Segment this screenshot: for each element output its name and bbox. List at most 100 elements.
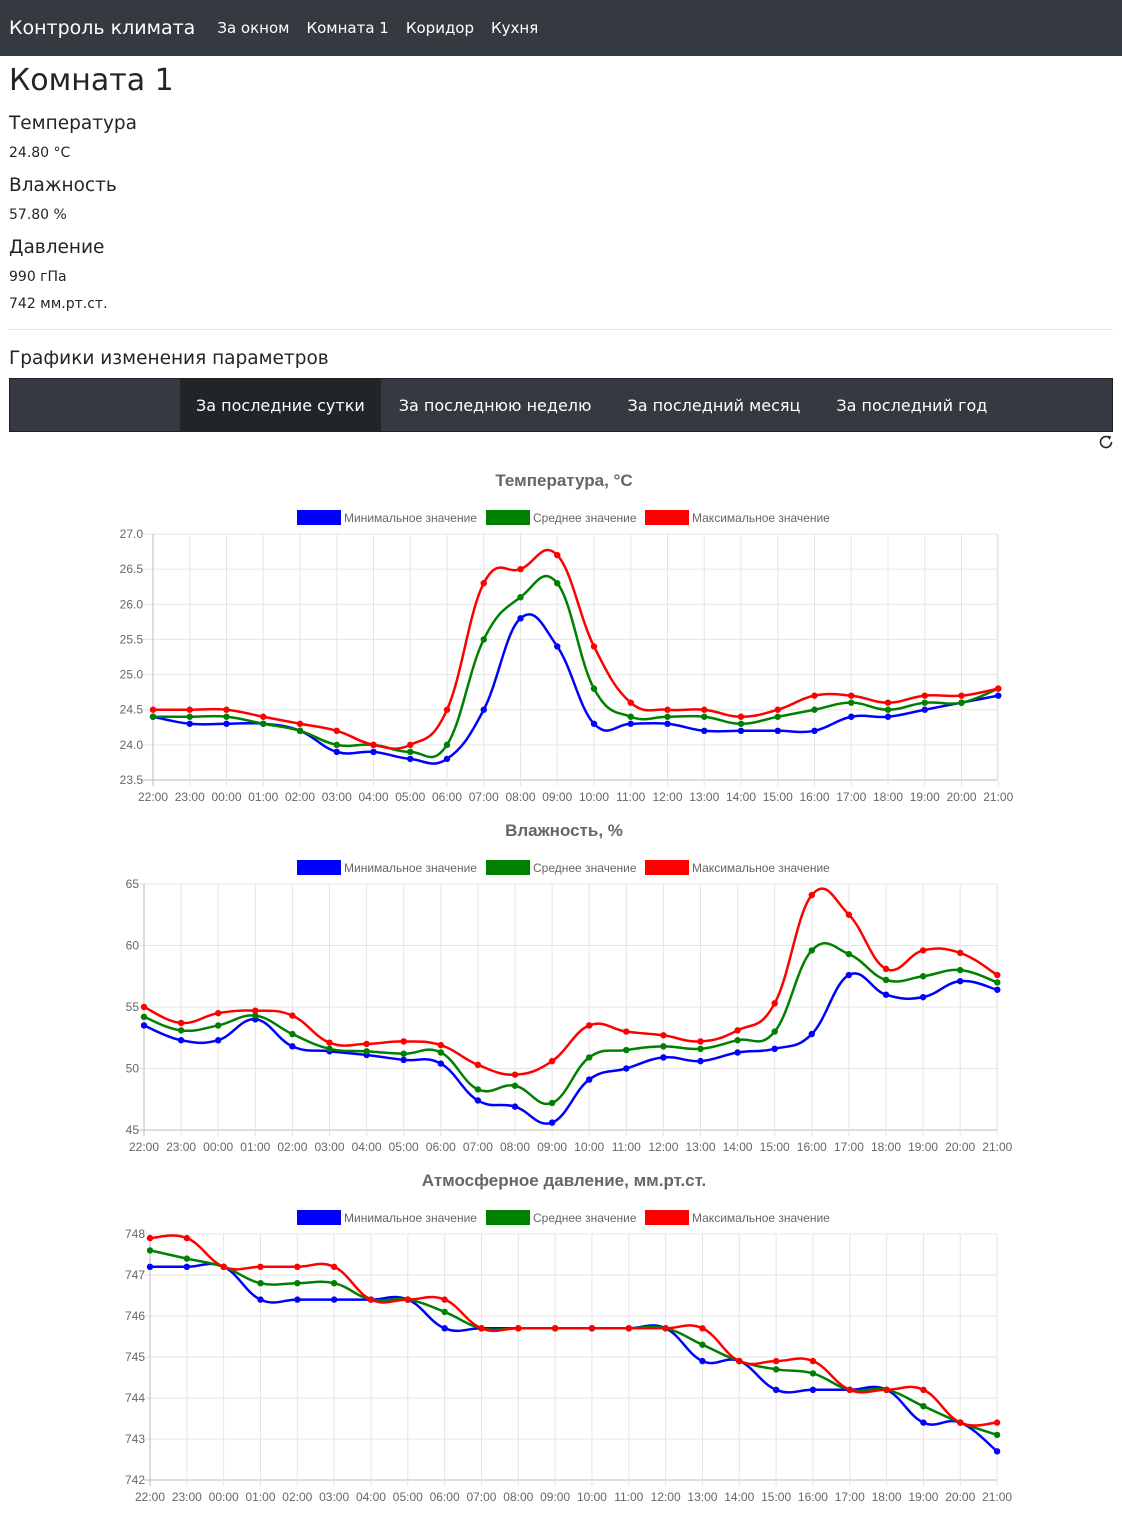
pressure-data-point-max[interactable] [478, 1325, 485, 1332]
temperature-data-point-avg[interactable] [480, 636, 487, 643]
pressure-data-point-avg[interactable] [699, 1341, 706, 1348]
humidity-data-point-min[interactable] [548, 1119, 556, 1126]
pressure-data-point-max[interactable] [625, 1325, 632, 1332]
pressure-data-point-max[interactable] [257, 1263, 264, 1270]
humidity-data-point-max[interactable] [140, 1003, 148, 1011]
temperature-data-point-avg[interactable] [223, 713, 230, 720]
temperature-data-point-max[interactable] [260, 713, 267, 720]
humidity-data-point-max[interactable] [623, 1028, 630, 1035]
pressure-data-point-min[interactable] [699, 1357, 706, 1365]
humidity-data-point-max[interactable] [548, 1057, 556, 1065]
humidity-data-point-max[interactable] [697, 1038, 704, 1045]
humidity-data-point-avg[interactable] [882, 976, 890, 984]
temperature-data-point-avg[interactable] [921, 699, 928, 706]
temperature-data-point-min[interactable] [186, 720, 193, 727]
pressure-data-point-max[interactable] [404, 1296, 412, 1303]
pressure-data-point-max[interactable] [183, 1234, 191, 1242]
temperature-data-point-avg[interactable] [260, 720, 267, 727]
humidity-data-point-min[interactable] [623, 1065, 630, 1072]
humidity-legend-max[interactable]: Максимальное значение [645, 860, 830, 875]
humidity-data-point-min[interactable] [437, 1060, 444, 1067]
temperature-data-point-max[interactable] [554, 551, 561, 559]
temperature-data-point-max[interactable] [223, 706, 230, 713]
tab-last-day[interactable]: За последние сутки [180, 379, 381, 431]
humidity-data-point-max[interactable] [919, 947, 927, 954]
pressure-data-point-max[interactable] [662, 1325, 669, 1332]
temperature-data-point-max[interactable] [517, 565, 524, 573]
pressure-data-point-max[interactable] [957, 1419, 964, 1426]
temperature-data-point-min[interactable] [517, 615, 524, 622]
temperature-data-point-max[interactable] [590, 643, 598, 650]
pressure-data-point-max[interactable] [772, 1357, 780, 1365]
temperature-data-point-avg[interactable] [407, 748, 414, 756]
pressure-data-point-max[interactable] [883, 1386, 890, 1393]
pressure-data-point-min[interactable] [330, 1296, 338, 1303]
humidity-legend-avg[interactable]: Среднее значение [486, 860, 637, 875]
nav-link-outside[interactable]: За окном [217, 19, 290, 37]
temperature-data-point-avg[interactable] [443, 741, 451, 749]
humidity-data-point-min[interactable] [919, 993, 927, 1001]
humidity-data-point-avg[interactable] [548, 1099, 556, 1107]
humidity-data-point-avg[interactable] [623, 1046, 630, 1054]
humidity-data-point-avg[interactable] [660, 1043, 667, 1050]
humidity-data-point-max[interactable] [808, 891, 815, 899]
humidity-data-point-min[interactable] [177, 1037, 185, 1044]
temperature-data-point-max[interactable] [848, 692, 855, 699]
pressure-data-point-max[interactable] [294, 1263, 301, 1270]
pressure-data-point-avg[interactable] [183, 1255, 191, 1262]
temperature-data-point-min[interactable] [737, 727, 745, 734]
humidity-data-point-avg[interactable] [326, 1045, 333, 1053]
temperature-data-point-max[interactable] [627, 699, 634, 706]
temperature-data-point-max[interactable] [884, 699, 892, 706]
humidity-data-point-max[interactable] [252, 1007, 259, 1014]
humidity-data-point-min[interactable] [474, 1097, 482, 1104]
pressure-data-point-avg[interactable] [920, 1403, 927, 1410]
temperature-data-point-min[interactable] [921, 706, 928, 713]
humidity-data-point-max[interactable] [437, 1041, 444, 1049]
temperature-data-point-max[interactable] [995, 685, 1002, 692]
temperature-data-point-avg[interactable] [186, 713, 193, 720]
humidity-data-point-min[interactable] [140, 1022, 148, 1029]
humidity-data-point-min[interactable] [734, 1049, 741, 1056]
pressure-data-point-max[interactable] [551, 1325, 559, 1332]
humidity-data-point-max[interactable] [400, 1038, 407, 1045]
temperature-data-point-min[interactable] [333, 748, 340, 756]
temperature-data-point-min[interactable] [223, 720, 230, 727]
humidity-data-point-avg[interactable] [363, 1048, 370, 1055]
humidity-data-point-max[interactable] [474, 1061, 482, 1069]
temperature-data-point-avg[interactable] [774, 713, 781, 720]
humidity-data-point-max[interactable] [845, 911, 853, 918]
humidity-data-point-max[interactable] [734, 1027, 741, 1034]
humidity-data-point-avg[interactable] [734, 1037, 741, 1044]
temperature-data-point-min[interactable] [590, 720, 598, 727]
temperature-data-point-min[interactable] [848, 713, 855, 720]
humidity-data-point-min[interactable] [697, 1057, 704, 1065]
pressure-data-point-max[interactable] [993, 1419, 1001, 1426]
temperature-data-point-min[interactable] [443, 755, 451, 763]
temperature-data-point-max[interactable] [664, 706, 671, 713]
temperature-legend-min[interactable]: Минимальное значение [297, 510, 477, 525]
humidity-data-point-max[interactable] [957, 949, 964, 957]
humidity-data-point-min[interactable] [882, 991, 890, 998]
pressure-data-point-max[interactable] [515, 1325, 522, 1332]
temperature-data-point-max[interactable] [370, 741, 377, 749]
refresh-icon[interactable] [1096, 432, 1116, 452]
humidity-data-point-avg[interactable] [511, 1082, 519, 1089]
humidity-data-point-min[interactable] [289, 1043, 296, 1050]
brand[interactable]: Контроль климата [9, 17, 196, 39]
pressure-data-point-min[interactable] [772, 1386, 780, 1393]
temperature-legend-avg[interactable]: Среднее значение [486, 510, 637, 525]
temperature-data-point-avg[interactable] [958, 699, 965, 706]
pressure-data-point-min[interactable] [993, 1448, 1001, 1455]
pressure-data-point-max[interactable] [846, 1386, 853, 1393]
tab-last-month[interactable]: За последний месяц [627, 395, 801, 415]
pressure-data-point-max[interactable] [367, 1296, 375, 1303]
humidity-data-point-max[interactable] [215, 1009, 222, 1017]
humidity-data-point-avg[interactable] [400, 1050, 407, 1057]
temperature-data-point-avg[interactable] [590, 685, 598, 692]
temperature-data-point-avg[interactable] [848, 699, 855, 706]
temperature-data-point-max[interactable] [443, 706, 451, 713]
pressure-data-point-min[interactable] [920, 1419, 927, 1426]
temperature-data-point-min[interactable] [554, 643, 561, 650]
temperature-data-point-avg[interactable] [333, 741, 340, 749]
